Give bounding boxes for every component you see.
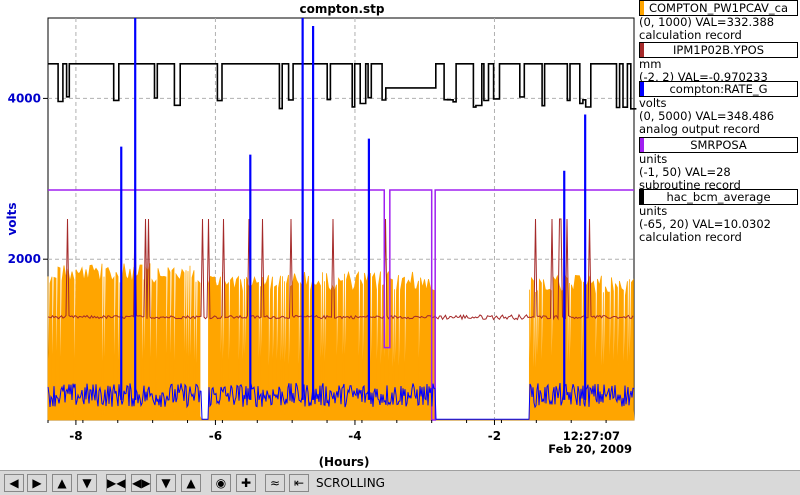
legend-record-smrposa: subroutine record (639, 178, 741, 192)
legend-name: SMRPOSA (690, 138, 747, 152)
legend-unit-rate-g: volts (639, 96, 667, 110)
y-tick-label: 2000 (8, 252, 41, 266)
legend-record-rate-g: analog output record (639, 122, 760, 136)
y-tick-label: 4000 (8, 91, 41, 105)
legend: COMPTON_PW1PCAV_ca (0, 1000) VAL=332.388… (637, 0, 800, 440)
legend-range-hac-bcm: (-65, 20) VAL=10.0302 (639, 217, 771, 231)
zoom-out-x-icon[interactable]: ◀▶ (131, 474, 151, 492)
legend-name: compton:RATE_G (669, 82, 768, 96)
arrow-up-icon[interactable]: ▲ (52, 474, 72, 492)
series-ipm1p02b (47, 218, 634, 321)
export-icon[interactable]: ⇤ (289, 474, 309, 492)
legend-entry-rate-g[interactable]: compton:RATE_G (639, 81, 798, 97)
y-axis-label: volts (5, 202, 19, 235)
autoscale-icon[interactable]: ◉ (211, 474, 231, 492)
x-tick-label: -8 (69, 429, 82, 443)
legend-entry-pw1pcav[interactable]: COMPTON_PW1PCAV_ca (639, 0, 798, 16)
legend-swatch (640, 1, 644, 15)
arrow-down-icon[interactable]: ▼ (77, 474, 97, 492)
x-tick-label: -4 (348, 429, 361, 443)
x-axis-label: (Hours) (319, 455, 370, 469)
toolbar: ◀ ▶ ▲ ▼ ▶◀ ◀▶ ▼ ▲ ◉ ✚ ≈ ⇤ SCROLLING (0, 470, 800, 495)
crosshair-icon[interactable]: ✚ (236, 474, 256, 492)
series-smrposa (48, 189, 634, 421)
legend-range-smrposa: (-1, 50) VAL=28 (639, 165, 731, 179)
date-label: Feb 20, 2009 (548, 442, 632, 456)
legend-unit-ipm1p02b: mm (639, 57, 662, 71)
legend-range-ipm1p02b: (-2, 2) VAL=-0.970233 (639, 70, 768, 84)
time-label: 12:27:07 (563, 429, 620, 443)
arrow-right-icon[interactable]: ▶ (27, 474, 47, 492)
x-tick-label: -6 (209, 429, 222, 443)
legend-record-pw1pcav: calculation record (639, 28, 742, 42)
chart-title: compton.stp (299, 2, 384, 16)
zoom-in-y-icon[interactable]: ▼ (156, 474, 176, 492)
axes: -8 -6 -4 -2 2000 4000 (8, 91, 607, 443)
series-layer (47, 18, 637, 421)
legend-unit-hac-bcm: units (639, 204, 668, 218)
zoom-out-y-icon[interactable]: ▲ (181, 474, 201, 492)
arrow-left-icon[interactable]: ◀ (4, 474, 24, 492)
series-rate-g (47, 382, 635, 420)
zoom-in-x-icon[interactable]: ▶◀ (106, 474, 126, 492)
legend-swatch (640, 138, 644, 152)
legend-entry-ipm1p02b[interactable]: IPM1P02B.YPOS (639, 42, 798, 58)
legend-swatch (640, 190, 644, 204)
legend-entry-hac-bcm[interactable]: hac_bcm_average (639, 189, 798, 205)
legend-swatch (640, 43, 644, 57)
x-tick-label: -2 (488, 429, 501, 443)
legend-unit-smrposa: units (639, 152, 668, 166)
legend-range-rate-g: (0, 5000) VAL=348.486 (639, 109, 775, 123)
legend-name: IPM1P02B.YPOS (673, 43, 764, 57)
scrolling-status: SCROLLING (316, 476, 385, 490)
legend-range-pw1pcav: (0, 1000) VAL=332.388 (639, 15, 775, 29)
legend-name: COMPTON_PW1PCAV_ca (648, 1, 789, 15)
legend-swatch (640, 82, 644, 96)
legend-record-hac-bcm: calculation record (639, 230, 742, 244)
legend-name: hac_bcm_average (666, 190, 771, 204)
series-hac-bcm (48, 63, 637, 110)
stagger-icon[interactable]: ≈ (265, 474, 285, 492)
legend-entry-smrposa[interactable]: SMRPOSA (639, 137, 798, 153)
strip-chart: -8 -6 -4 -2 2000 4000 compton.stp volts (Hour… (5, 2, 637, 469)
